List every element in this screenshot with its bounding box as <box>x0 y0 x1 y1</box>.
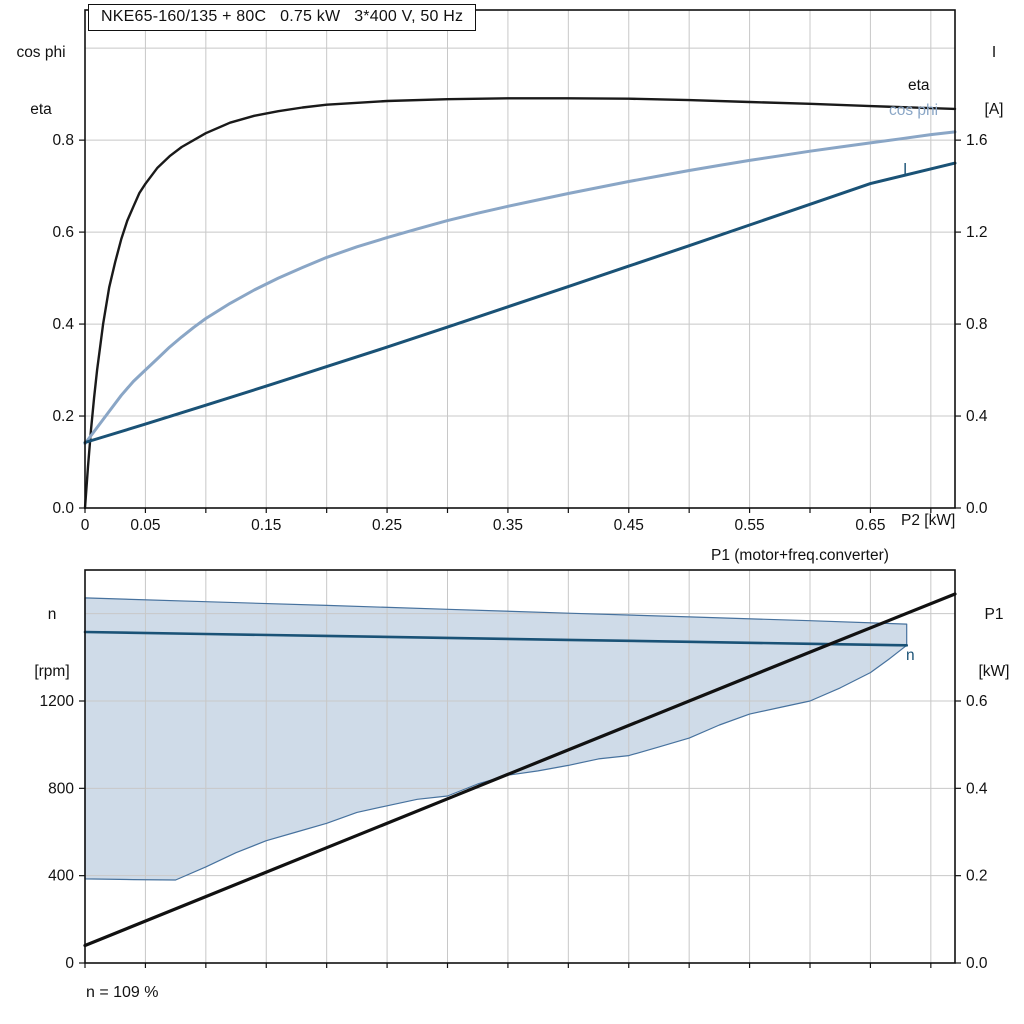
chart-title: NKE65-160/135 + 80C 0.75 kW 3*400 V, 50 … <box>88 4 477 31</box>
svg-text:0.45: 0.45 <box>614 517 644 534</box>
svg-text:0.4: 0.4 <box>52 316 74 333</box>
svg-text:0.2: 0.2 <box>966 868 988 885</box>
svg-text:0: 0 <box>81 517 90 534</box>
svg-text:1200: 1200 <box>40 693 75 710</box>
svg-text:0.0: 0.0 <box>52 500 74 517</box>
svg-text:0.05: 0.05 <box>130 517 160 534</box>
svg-text:0.0: 0.0 <box>966 955 988 972</box>
svg-text:0.8: 0.8 <box>966 316 988 333</box>
svg-text:0.6: 0.6 <box>966 693 988 710</box>
svg-text:0.4: 0.4 <box>966 780 988 797</box>
svg-text:0.8: 0.8 <box>52 132 74 149</box>
axis-title-eta: eta <box>30 101 52 118</box>
axis-title-cosphi: cos phi <box>16 44 66 61</box>
svg-text:1.6: 1.6 <box>966 132 988 149</box>
svg-text:0.15: 0.15 <box>251 517 281 534</box>
svg-text:0.55: 0.55 <box>734 517 764 534</box>
axis-title-speed-symbol: n <box>47 606 57 623</box>
axis-title-cosphi-eta: cos phi eta <box>2 5 80 157</box>
x-axis-label: P2 [kW] <box>901 512 956 529</box>
svg-text:0.6: 0.6 <box>52 224 74 241</box>
axis-title-p1-symbol: P1 <box>984 606 1004 623</box>
axis-title-p1: P1 [kW] <box>966 567 1022 719</box>
curve-label-eta: eta <box>908 77 930 94</box>
axis-title-current-unit: [A] <box>984 101 1004 118</box>
svg-text:1.2: 1.2 <box>966 224 988 241</box>
axis-title-current-symbol: I <box>991 44 997 61</box>
p1-annotation: P1 (motor+freq.converter) <box>711 547 889 564</box>
axis-title-speed: n [rpm] <box>16 567 88 719</box>
svg-text:0.25: 0.25 <box>372 517 402 534</box>
svg-text:800: 800 <box>48 780 74 797</box>
svg-text:400: 400 <box>48 868 74 885</box>
svg-text:0.0: 0.0 <box>966 500 988 517</box>
curve-label-cos-phi: cos phi <box>889 102 939 119</box>
curve-label-current: I <box>903 161 908 178</box>
svg-text:0: 0 <box>65 955 74 972</box>
curve-label-speed: n <box>906 647 915 664</box>
axis-title-current: I [A] <box>966 5 1022 157</box>
svg-text:0.35: 0.35 <box>493 517 523 534</box>
axis-title-speed-unit: [rpm] <box>34 663 70 680</box>
svg-text:0.65: 0.65 <box>855 517 885 534</box>
axis-title-p1-unit: [kW] <box>978 663 1010 680</box>
speed-percent-note: n = 109 % <box>86 984 159 1001</box>
svg-text:0.4: 0.4 <box>966 408 988 425</box>
svg-text:0.2: 0.2 <box>52 408 74 425</box>
